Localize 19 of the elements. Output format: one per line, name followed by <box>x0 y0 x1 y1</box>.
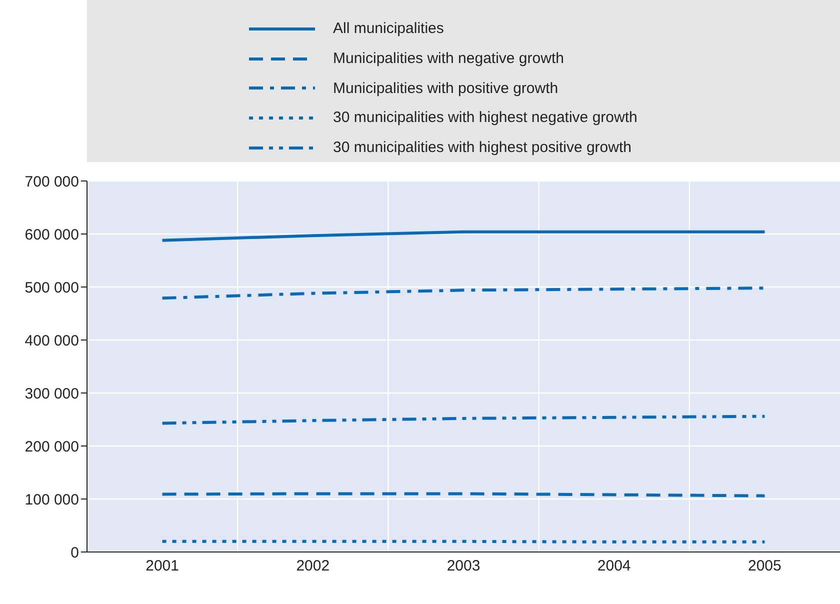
y-tick-label: 100 000 <box>24 491 79 508</box>
y-tick-label: 600 000 <box>24 226 79 244</box>
x-tick-label: 2002 <box>296 558 330 575</box>
legend-label: Municipalities with positive growth <box>333 80 558 97</box>
x-tick-label: 2001 <box>146 558 179 575</box>
y-tick-label: 700 000 <box>24 173 79 190</box>
x-tick-label: 2004 <box>597 558 631 575</box>
legend-label: 30 municipalities with highest positive growth <box>333 139 632 156</box>
y-tick-label: 0 <box>70 544 79 562</box>
y-tick-label: 300 000 <box>24 385 79 402</box>
legend-label: 30 municipalities with highest negative growth <box>333 109 638 126</box>
x-tick-label: 2003 <box>446 558 480 575</box>
y-tick-label: 500 000 <box>24 279 79 296</box>
legend-label: Municipalities with negative growth <box>333 50 564 68</box>
x-tick-label: 2005 <box>748 558 782 575</box>
y-tick-label: 400 000 <box>24 332 79 350</box>
line-series <box>160 414 766 425</box>
y-tick-label: 200 000 <box>24 438 79 456</box>
legend-label: All municipalities <box>333 20 444 38</box>
